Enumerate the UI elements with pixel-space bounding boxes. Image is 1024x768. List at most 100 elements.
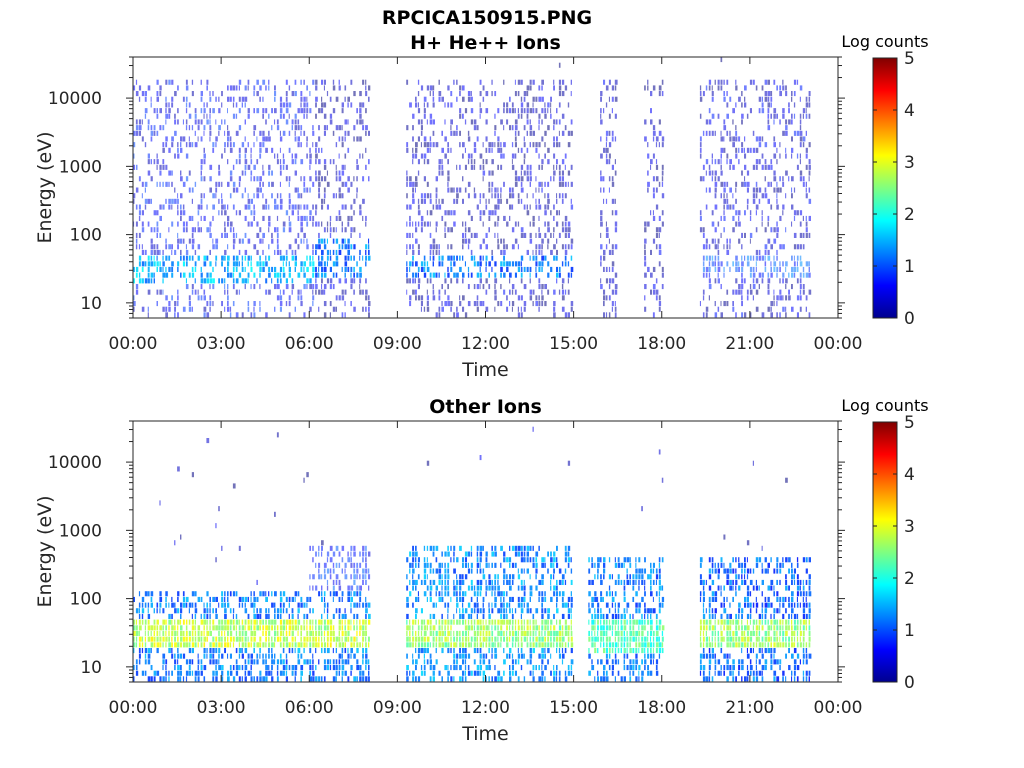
spectrogram-cell (561, 91, 565, 97)
spectrogram-cell (467, 665, 470, 671)
spectrogram-cell (279, 266, 283, 272)
spectrogram-cell (793, 102, 796, 108)
spectrogram-cell (567, 232, 570, 238)
spectrogram-cell (517, 653, 520, 659)
spectrogram-cell (738, 266, 740, 272)
spectrogram-cell (247, 108, 250, 114)
spectrogram-cell (138, 210, 141, 216)
spectrogram-cell (235, 232, 238, 238)
spectrogram-cell (699, 176, 703, 182)
spectrogram-cell (177, 238, 180, 244)
spectrogram-cell (764, 193, 768, 199)
x-tick-label: 06:00 (285, 334, 334, 354)
spectrogram-cell (779, 142, 781, 148)
spectrogram-cell (321, 108, 324, 114)
spectrogram-cell (476, 284, 480, 290)
spectrogram-cell (570, 670, 573, 676)
spectrogram-cell (362, 648, 364, 654)
spectrogram-cell (532, 108, 535, 114)
spectrogram-cell (605, 636, 609, 642)
spectrogram-cell (282, 266, 285, 272)
spectrogram-cell (303, 272, 306, 278)
spectrogram-cell (447, 272, 450, 278)
spectrogram-cell (547, 630, 550, 636)
spectrogram-cell (426, 585, 429, 591)
spectrogram-cell (168, 227, 170, 233)
spectrogram-cell (764, 91, 768, 97)
spectrogram-cell (435, 557, 438, 563)
spectrogram-cell (594, 562, 596, 568)
spectrogram-cell (229, 653, 232, 659)
spectrogram-cell (608, 619, 611, 625)
spectrogram-cell (206, 608, 209, 614)
spectrogram-cell (538, 85, 541, 91)
spectrogram-cell (353, 278, 356, 284)
spectrogram-cell (520, 568, 523, 574)
spectrogram-cell (438, 170, 441, 176)
spectrogram-cell (482, 85, 485, 91)
spectrogram-cell (365, 568, 368, 574)
spectrogram-cell (353, 613, 356, 619)
spectrogram-cell (447, 676, 449, 682)
spectrogram-cell (805, 306, 807, 312)
spectrogram-cell (268, 636, 270, 642)
spectrogram-cell (159, 125, 162, 131)
spectrogram-cell (429, 278, 432, 284)
spectrogram-cell (746, 261, 750, 267)
spectrogram-cell (738, 136, 741, 142)
spectrogram-cell (494, 579, 496, 585)
spectrogram-cell (714, 187, 717, 193)
spectrogram-cell (726, 181, 729, 187)
spectrogram-cell (133, 642, 136, 648)
spectrogram-cell (359, 255, 361, 261)
spectrogram-cell (473, 261, 476, 267)
spectrogram-cell (500, 591, 503, 597)
spectrogram-cell (544, 108, 547, 114)
spectrogram-cell (362, 306, 364, 312)
spectrogram-cell (341, 625, 344, 631)
spectrogram-cell (177, 312, 179, 318)
spectrogram-cell (335, 295, 338, 301)
spectrogram-cell (541, 295, 544, 301)
spectrogram-cell (547, 193, 550, 199)
spectrogram-cell (514, 221, 517, 227)
spectrogram-cell (268, 255, 271, 261)
spectrogram-cell (479, 79, 482, 85)
spectrogram-cell (309, 210, 312, 216)
spectrogram-cell (603, 630, 606, 636)
spectrogram-cell (444, 289, 446, 295)
spectrogram-cell (470, 670, 473, 676)
spectrogram-cell (279, 159, 282, 165)
spectrogram-cell (553, 625, 556, 631)
spectrogram-cell (603, 568, 606, 574)
spectrogram-cell (138, 619, 141, 625)
spectrogram-cell (473, 142, 477, 148)
spectrogram-cell (470, 164, 474, 170)
spectrogram-cell (141, 648, 144, 654)
spectrogram-cell (323, 266, 327, 272)
spectrogram-cell (194, 261, 197, 267)
spectrogram-cell (741, 119, 743, 125)
spectrogram-cell (232, 85, 236, 91)
spectrogram-cell (802, 284, 805, 290)
spectrogram-cell (347, 619, 350, 625)
spectrogram-cell (138, 625, 142, 631)
spectrogram-cell (241, 619, 244, 625)
spectrogram-cell (767, 119, 770, 125)
spectrogram-cell (182, 630, 185, 636)
spectrogram-cell (224, 596, 226, 602)
spectrogram-cell (744, 147, 745, 153)
spectrogram-cell (435, 585, 438, 591)
spectrogram-cell (600, 210, 603, 216)
spectrogram-cell (547, 204, 550, 210)
spectrogram-cell (168, 602, 170, 608)
spectrogram-cell (500, 676, 503, 682)
spectrogram-cell (365, 562, 367, 568)
spectrogram-cell (409, 670, 411, 676)
spectrogram-cell (785, 119, 788, 125)
spectrogram-cell (279, 198, 283, 204)
spectrogram-cell (232, 665, 235, 671)
spectrogram-cell (417, 676, 421, 682)
spectrogram-cell (497, 108, 500, 114)
spectrogram-cell (529, 232, 532, 238)
